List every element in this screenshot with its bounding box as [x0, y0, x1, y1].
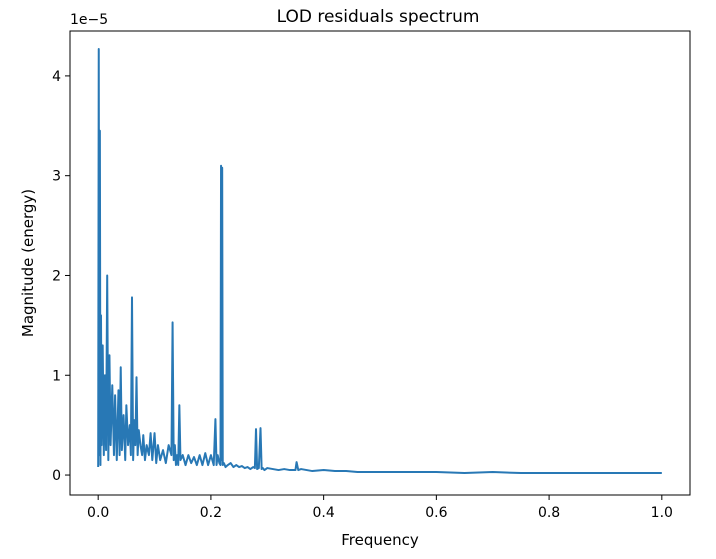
y-offset-text: 1e−5 [70, 12, 108, 28]
x-tick-label: 0.0 [87, 505, 109, 521]
x-tick-label: 0.6 [425, 505, 447, 521]
y-tick-label: 0 [52, 468, 61, 484]
x-tick-label: 0.2 [200, 505, 222, 521]
y-axis: 0 1 2 3 4 [52, 69, 70, 484]
y-tick-label: 2 [52, 268, 61, 284]
y-tick-label: 1 [52, 368, 61, 384]
plot-frame [69, 30, 691, 496]
chart-title: LOD residuals spectrum [277, 7, 480, 27]
x-tick-label: 0.8 [538, 505, 560, 521]
plot-area [97, 47, 662, 475]
y-tick-label: 4 [52, 69, 61, 85]
x-axis-label: Frequency [341, 531, 419, 549]
y-axis-label: Magnitude (energy) [19, 189, 37, 337]
x-tick-label: 1.0 [651, 505, 673, 521]
y-tick-label: 3 [52, 169, 61, 185]
x-axis: 0.0 0.2 0.4 0.6 0.8 1.0 [87, 495, 673, 521]
x-tick-label: 0.4 [313, 505, 335, 521]
spectrum-series-line [97, 47, 662, 475]
